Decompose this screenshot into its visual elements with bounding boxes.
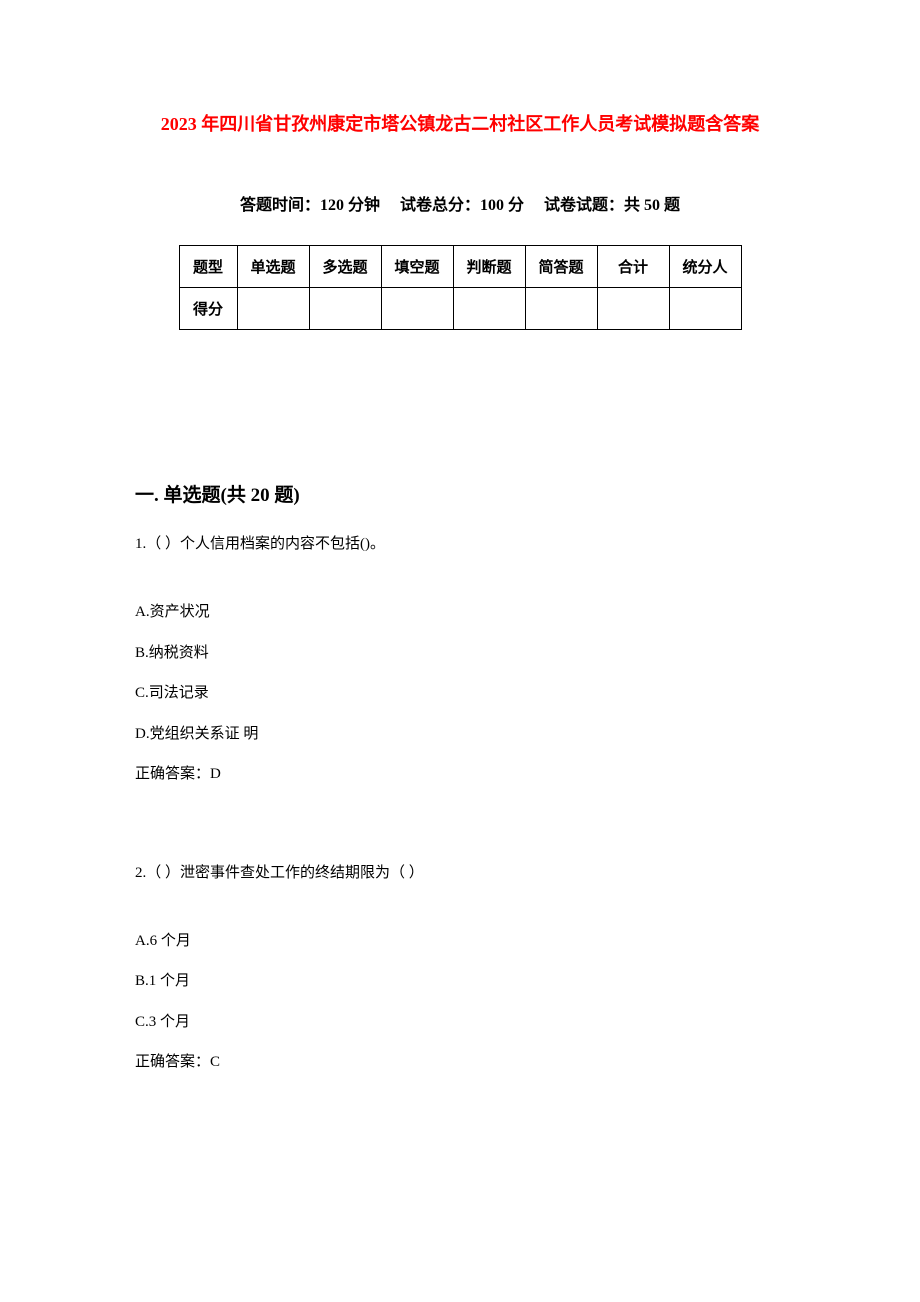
question-block: 1.（ ）个人信用档案的内容不包括()。 A.资产状况 B.纳税资料 C.司法记… [135,532,785,786]
table-header-cell: 题型 [179,246,237,288]
table-header-cell: 多选题 [309,246,381,288]
table-cell [237,288,309,330]
table-cell [669,288,741,330]
table-cell [525,288,597,330]
table-row: 得分 [179,288,741,330]
option-c: C.3 个月 [135,1011,785,1034]
correct-answer: 正确答案：D [135,763,785,786]
option-d: D.党组织关系证 明 [135,723,785,746]
option-c: C.司法记录 [135,682,785,705]
table-header-cell: 填空题 [381,246,453,288]
section-heading: 一. 单选题(共 20 题) [135,480,785,507]
table-header-cell: 统分人 [669,246,741,288]
table-cell: 得分 [179,288,237,330]
time-value: 120 分钟 [320,197,380,214]
total-label: 试卷总分： [400,197,480,214]
table-row: 题型 单选题 多选题 填空题 判断题 简答题 合计 统分人 [179,246,741,288]
table-cell [597,288,669,330]
table-cell [309,288,381,330]
exam-info: 答题时间：120 分钟 试卷总分：100 分 试卷试题：共 50 题 [135,191,785,215]
count-label: 试卷试题： [544,197,624,214]
table-cell [381,288,453,330]
option-b: B.纳税资料 [135,642,785,665]
correct-answer: 正确答案：C [135,1051,785,1074]
option-a: A.6 个月 [135,930,785,953]
table-header-cell: 合计 [597,246,669,288]
question-stem: 2.（ ）泄密事件查处工作的终结期限为（ ） [135,861,785,885]
table-cell [453,288,525,330]
option-a: A.资产状况 [135,601,785,624]
time-label: 答题时间： [240,197,320,214]
count-value: 共 50 题 [624,197,680,214]
question-stem: 1.（ ）个人信用档案的内容不包括()。 [135,532,785,556]
table-header-cell: 判断题 [453,246,525,288]
option-b: B.1 个月 [135,970,785,993]
total-value: 100 分 [480,197,524,214]
table-header-cell: 简答题 [525,246,597,288]
score-table: 题型 单选题 多选题 填空题 判断题 简答题 合计 统分人 得分 [179,245,742,330]
exam-title: 2023 年四川省甘孜州康定市塔公镇龙古二村社区工作人员考试模拟题含答案 [135,110,785,136]
table-header-cell: 单选题 [237,246,309,288]
question-block: 2.（ ）泄密事件查处工作的终结期限为（ ） A.6 个月 B.1 个月 C.3… [135,861,785,1074]
